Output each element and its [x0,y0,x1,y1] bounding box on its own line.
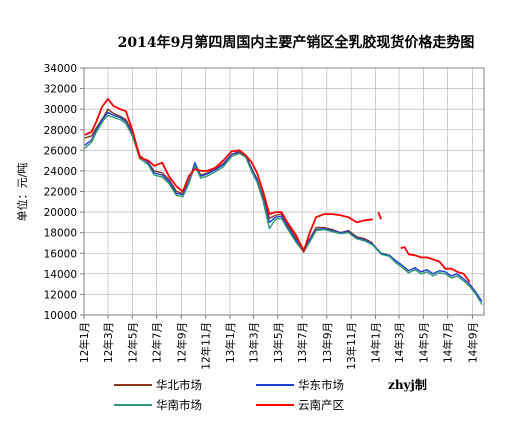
legend-label-huabei: 华北市场 [156,378,202,392]
y-tick-label: 26000 [44,145,77,157]
x-tick-label: 13年1月 [224,322,237,363]
y-axis-label: 单位：元/吨 [15,163,29,222]
x-tick-label: 12年9月 [175,322,188,363]
x-tick-label: 14年7月 [442,322,455,363]
x-tick-label: 14年1月 [370,322,383,363]
legend-label-yunnan: 云南产区 [298,398,344,412]
y-tick-label: 18000 [44,228,77,240]
x-tick-label: 13年11月 [345,322,358,370]
series-line-huadong [84,111,483,302]
x-tick-label: 13年9月 [321,322,334,363]
x-axis-ticks: 12年1月 12年3月 12年5月 12年7月 12年9月 12年11月 13年1月 13年3… [78,315,479,370]
y-tick-label: 30000 [44,104,77,116]
y-tick-label: 32000 [44,84,77,96]
series-line-huanan [84,114,483,306]
x-tick-label: 13年5月 [272,322,285,363]
x-tick-label: 12年11月 [200,322,213,370]
y-tick-label: 22000 [44,187,77,199]
x-tick-label: 13年3月 [247,322,260,363]
chart-title: 2014年9月第四周国内主要产销区全乳胶现货价格走势图 [118,34,475,51]
x-tick-label: 14年5月 [417,322,430,363]
y-tick-label: 10000 [44,310,77,322]
credit-text: zhyj制 [388,377,427,392]
x-tick-label: 13年7月 [296,322,309,363]
x-tick-label: 12年1月 [78,322,91,363]
y-tick-label: 12000 [44,289,77,301]
y-tick-label: 34000 [44,63,77,75]
series-lines [84,98,483,306]
y-tick-label: 28000 [44,125,77,137]
grid [83,67,484,316]
legend-label-huanan: 华南市场 [156,398,202,412]
series-line-yunnan [377,211,382,220]
x-tick-label: 14年9月 [466,322,479,363]
x-tick-label: 12年3月 [102,322,115,363]
y-tick-label: 24000 [44,166,77,178]
y-tick-label: 20000 [44,207,77,219]
series-line-yunnan [84,98,373,253]
legend: 华北市场 华东市场 华南市场 云南产区 [114,378,344,412]
x-tick-label: 14年3月 [393,322,406,363]
x-tick-label: 12年5月 [126,322,139,363]
series-line-huabei [84,108,374,250]
y-axis-ticks: 34000 32000 30000 28000 26000 24000 22000 20000… [44,63,84,322]
series-line-yunnan [400,246,471,283]
y-tick-label: 14000 [44,269,77,281]
legend-label-huadong: 华东市场 [298,378,344,392]
x-tick-label: 12年7月 [151,322,164,363]
y-tick-label: 16000 [44,248,77,260]
